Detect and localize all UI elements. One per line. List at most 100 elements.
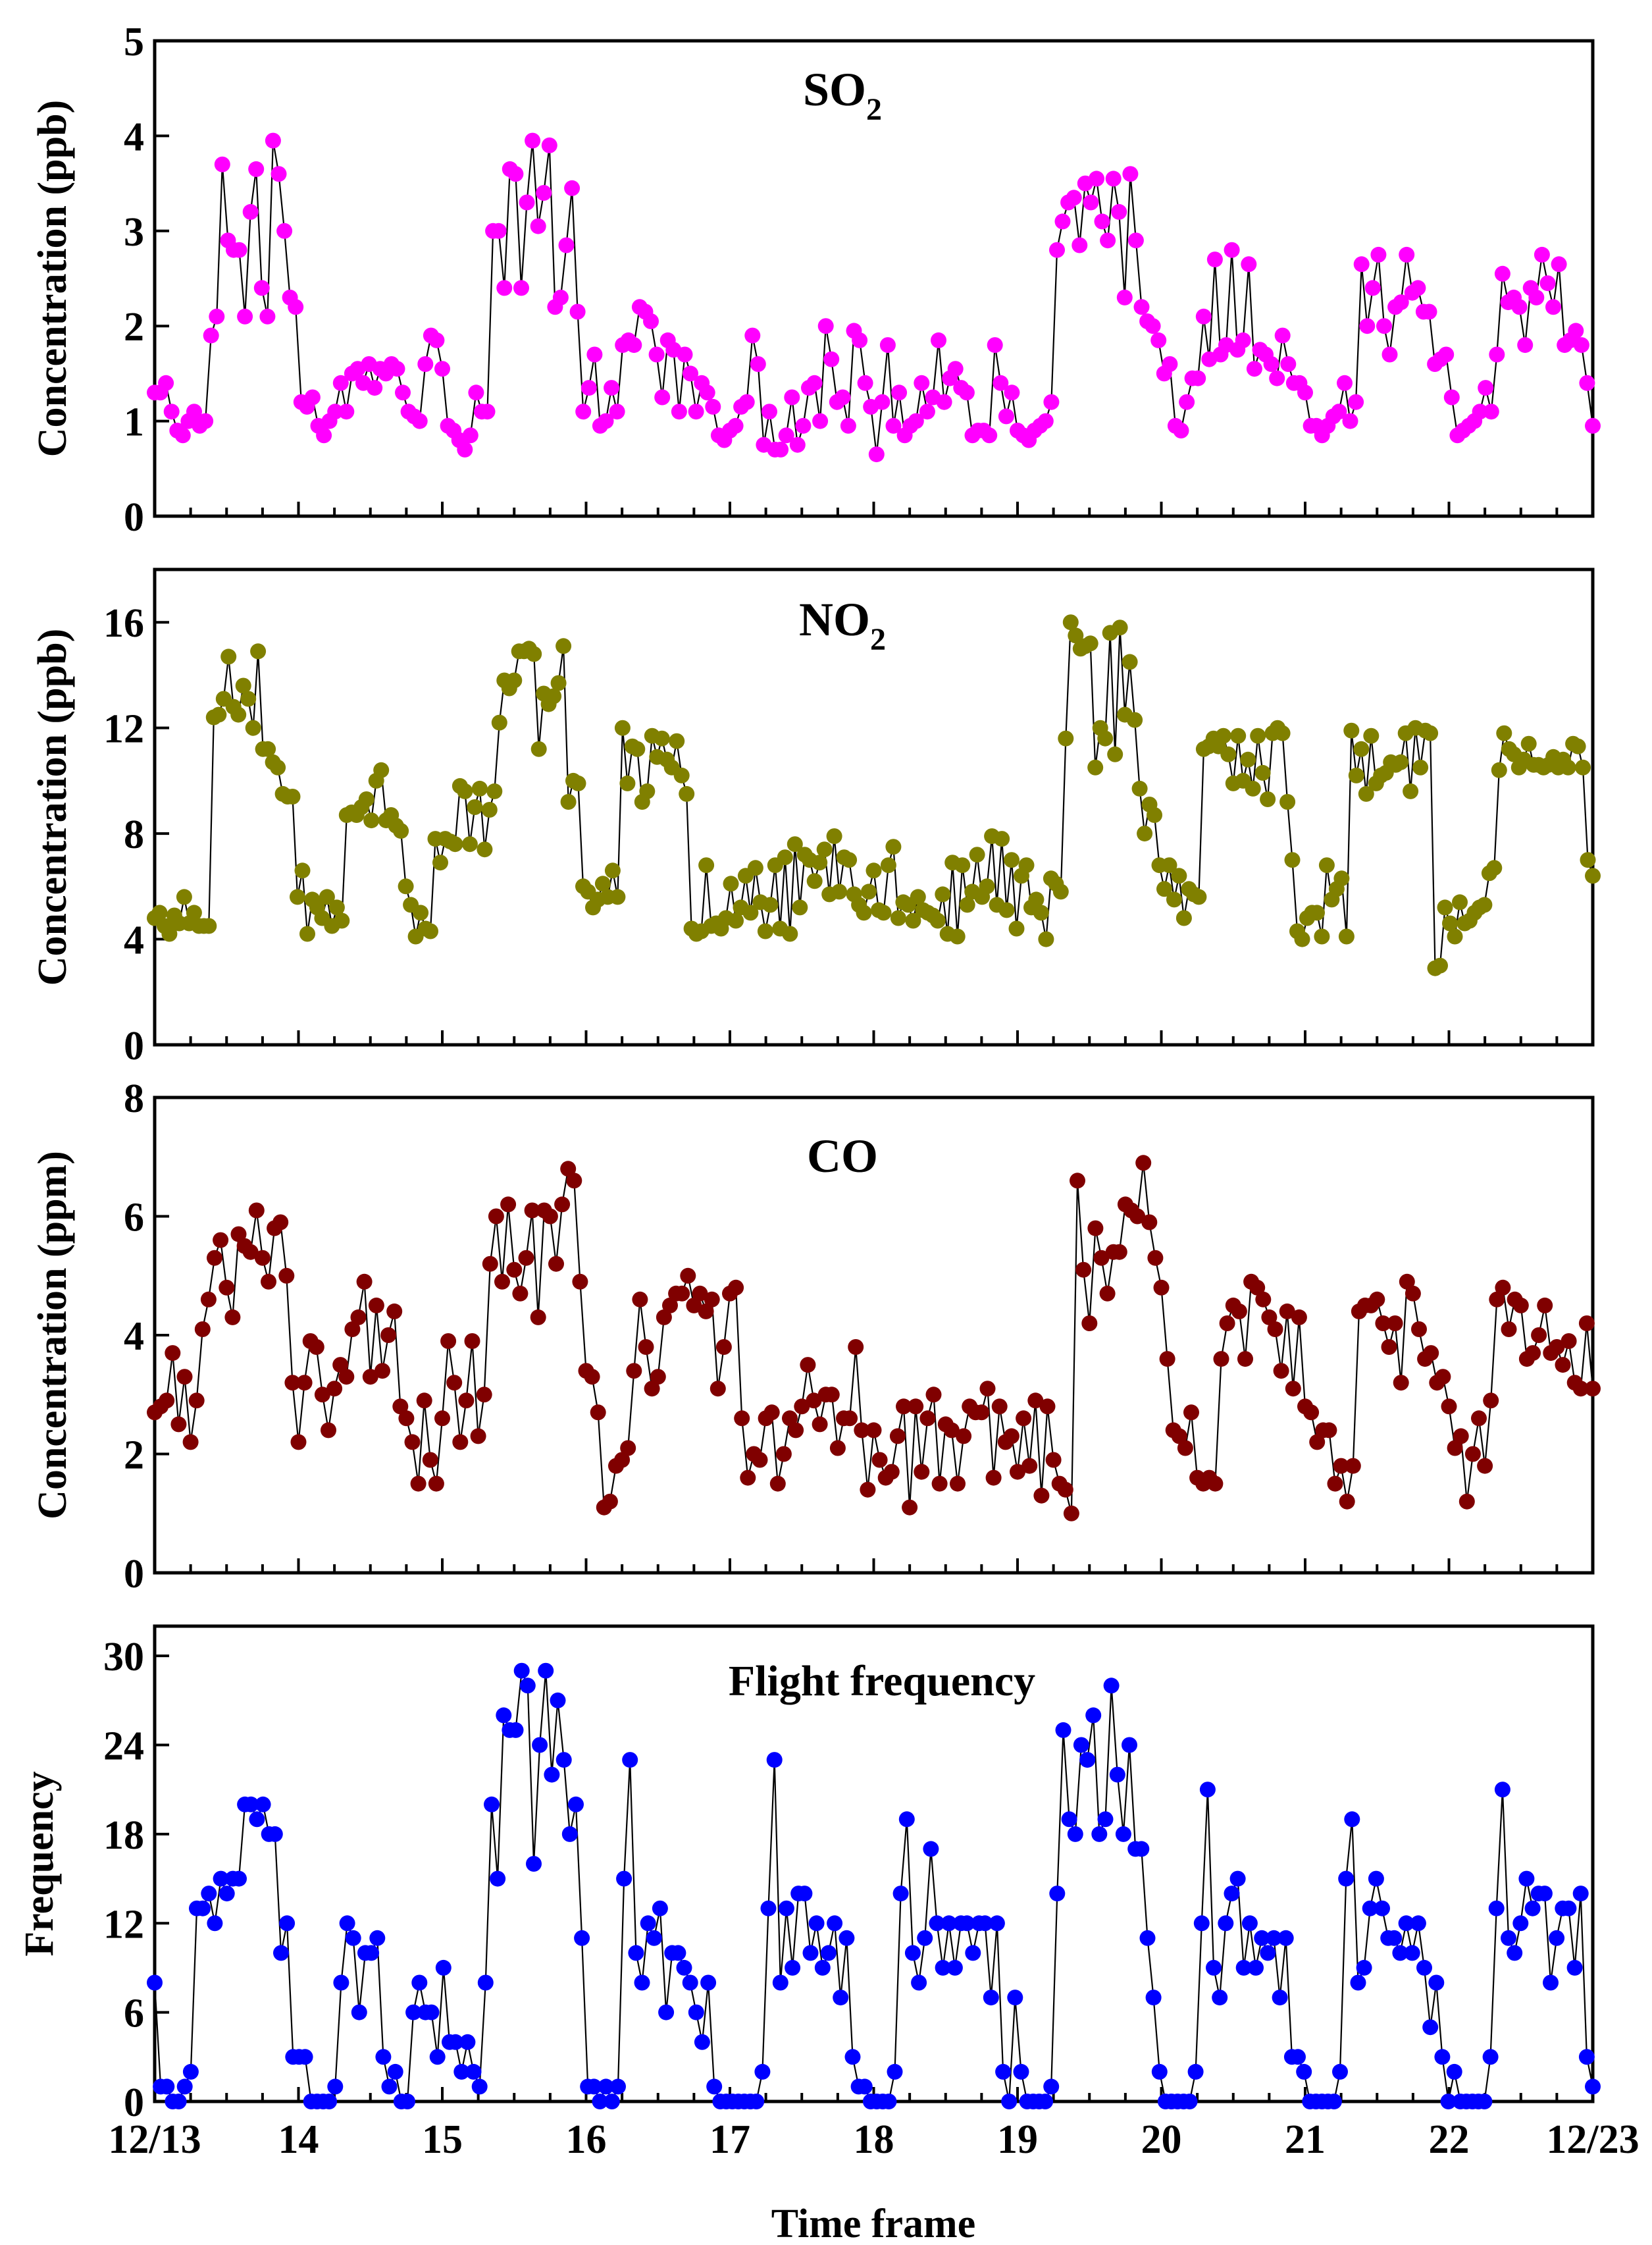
co-data-point (1411, 1321, 1427, 1337)
no2-data-point (812, 855, 828, 871)
so2-y-tick-label: 2 (124, 305, 144, 350)
so2-data-point (536, 185, 552, 201)
co-data-point (410, 1475, 426, 1492)
no2-data-point (1348, 767, 1364, 783)
no2-data-point (1560, 759, 1576, 776)
x-tick-label: 12/23 (1546, 2117, 1639, 2162)
co-data-point (1303, 1404, 1320, 1421)
so2-data-point (507, 166, 524, 182)
no2-markers (147, 614, 1601, 976)
flight-data-point (387, 2063, 403, 2080)
flight-data-point (598, 2078, 614, 2095)
flight-data-point (1229, 1870, 1246, 1887)
flight-data-point (1416, 1959, 1432, 1976)
co-data-point (692, 1285, 708, 1302)
x-tick-label: 22 (1429, 2117, 1470, 2162)
flight-y-tick-label: 18 (103, 1813, 144, 1858)
so2-data-point (389, 361, 405, 377)
no2-data-point (609, 889, 626, 905)
no2-data-point (856, 905, 872, 921)
flight-data-point (568, 1796, 584, 1812)
no2-data-point (614, 720, 631, 736)
co-data-point (374, 1363, 390, 1379)
no2-data-point (1230, 727, 1247, 744)
co-y-axis: 0 2 4 6 8 (124, 1076, 169, 1597)
no2-data-point (230, 706, 247, 723)
flight-data-point (1512, 1915, 1529, 1932)
so2-data-point (242, 203, 259, 220)
so2-data-point (1269, 370, 1285, 386)
no2-data-point (826, 828, 842, 845)
co-data-point (656, 1309, 672, 1325)
flight-data-point (496, 1707, 512, 1724)
no2-data-point (1363, 727, 1380, 744)
flight-data-point (881, 2094, 897, 2109)
no2-data-point (1333, 870, 1350, 887)
no2-data-point (560, 794, 577, 810)
flight-data-point (929, 1915, 945, 1932)
so2-data-point (604, 380, 620, 396)
co-data-point (956, 1428, 972, 1444)
flight-data-point (477, 1974, 494, 1991)
no2-data-point (506, 672, 523, 689)
flight-data-point (1109, 1766, 1125, 1783)
co-data-point (914, 1464, 930, 1480)
flight-data-point (1488, 1900, 1505, 1916)
no2-data-point (1215, 727, 1231, 744)
so2-data-point (1179, 394, 1195, 410)
no2-data-point (481, 802, 498, 818)
no2-data-point (1245, 780, 1261, 797)
flight-data-point (1422, 2019, 1439, 2036)
flight-data-point (1199, 1782, 1216, 1798)
flight-data-point (592, 2094, 608, 2109)
flight-data-point (1212, 1990, 1228, 2006)
co-data-point (626, 1363, 642, 1379)
no2-data-point (673, 767, 690, 783)
flight-data-point (640, 1915, 656, 1932)
flight-data-point (1266, 1930, 1282, 1946)
co-data-point (1093, 1250, 1110, 1266)
co-data-point (1309, 1434, 1326, 1450)
flight-data-point (1446, 2063, 1462, 2080)
co-data-point (560, 1161, 577, 1177)
flight-data-point (610, 2078, 626, 2095)
flight-data-point (676, 1959, 692, 1976)
so2-data-point (817, 318, 834, 334)
co-data-point (1153, 1279, 1170, 1296)
co-data-point (829, 1440, 846, 1456)
flight-data-point (400, 2094, 415, 2109)
co-data-point (865, 1422, 882, 1439)
no2-data-point (423, 923, 438, 939)
no2-data-point (619, 775, 636, 791)
co-data-point (674, 1285, 690, 1302)
flight-data-point (182, 2063, 199, 2080)
co-data-point (602, 1493, 618, 1510)
co-data-point (230, 1226, 247, 1242)
no2-data-point (398, 878, 414, 895)
flight-data-point (941, 1915, 957, 1932)
no2-y-tick-label: 16 (103, 601, 144, 646)
so2-data-point (411, 413, 428, 429)
flight-data-point (1049, 1886, 1066, 1902)
so2-data-point (958, 384, 975, 401)
co-data-point (973, 1404, 990, 1421)
co-data-point (1045, 1452, 1062, 1468)
no2-data-point (1008, 920, 1025, 937)
so2-data-point (248, 161, 265, 177)
so2-data-point (530, 218, 546, 234)
so2-data-point (1337, 375, 1353, 391)
no2-data-point (235, 677, 251, 694)
flight-data-point (839, 1930, 855, 1946)
co-data-point (854, 1422, 870, 1439)
so2-data-point (197, 413, 214, 429)
so2-data-point (1066, 190, 1082, 206)
x-tick-label: 16 (566, 2117, 607, 2162)
no2-data-point (910, 889, 926, 905)
co-data-point (1129, 1208, 1146, 1225)
flight-data-point (1326, 2094, 1342, 2109)
so2-data-point (1206, 251, 1223, 268)
co-data-point (1171, 1428, 1187, 1444)
co-data-point (1267, 1321, 1283, 1337)
no2-data-point (787, 836, 803, 853)
no2-data-point (1491, 762, 1507, 778)
